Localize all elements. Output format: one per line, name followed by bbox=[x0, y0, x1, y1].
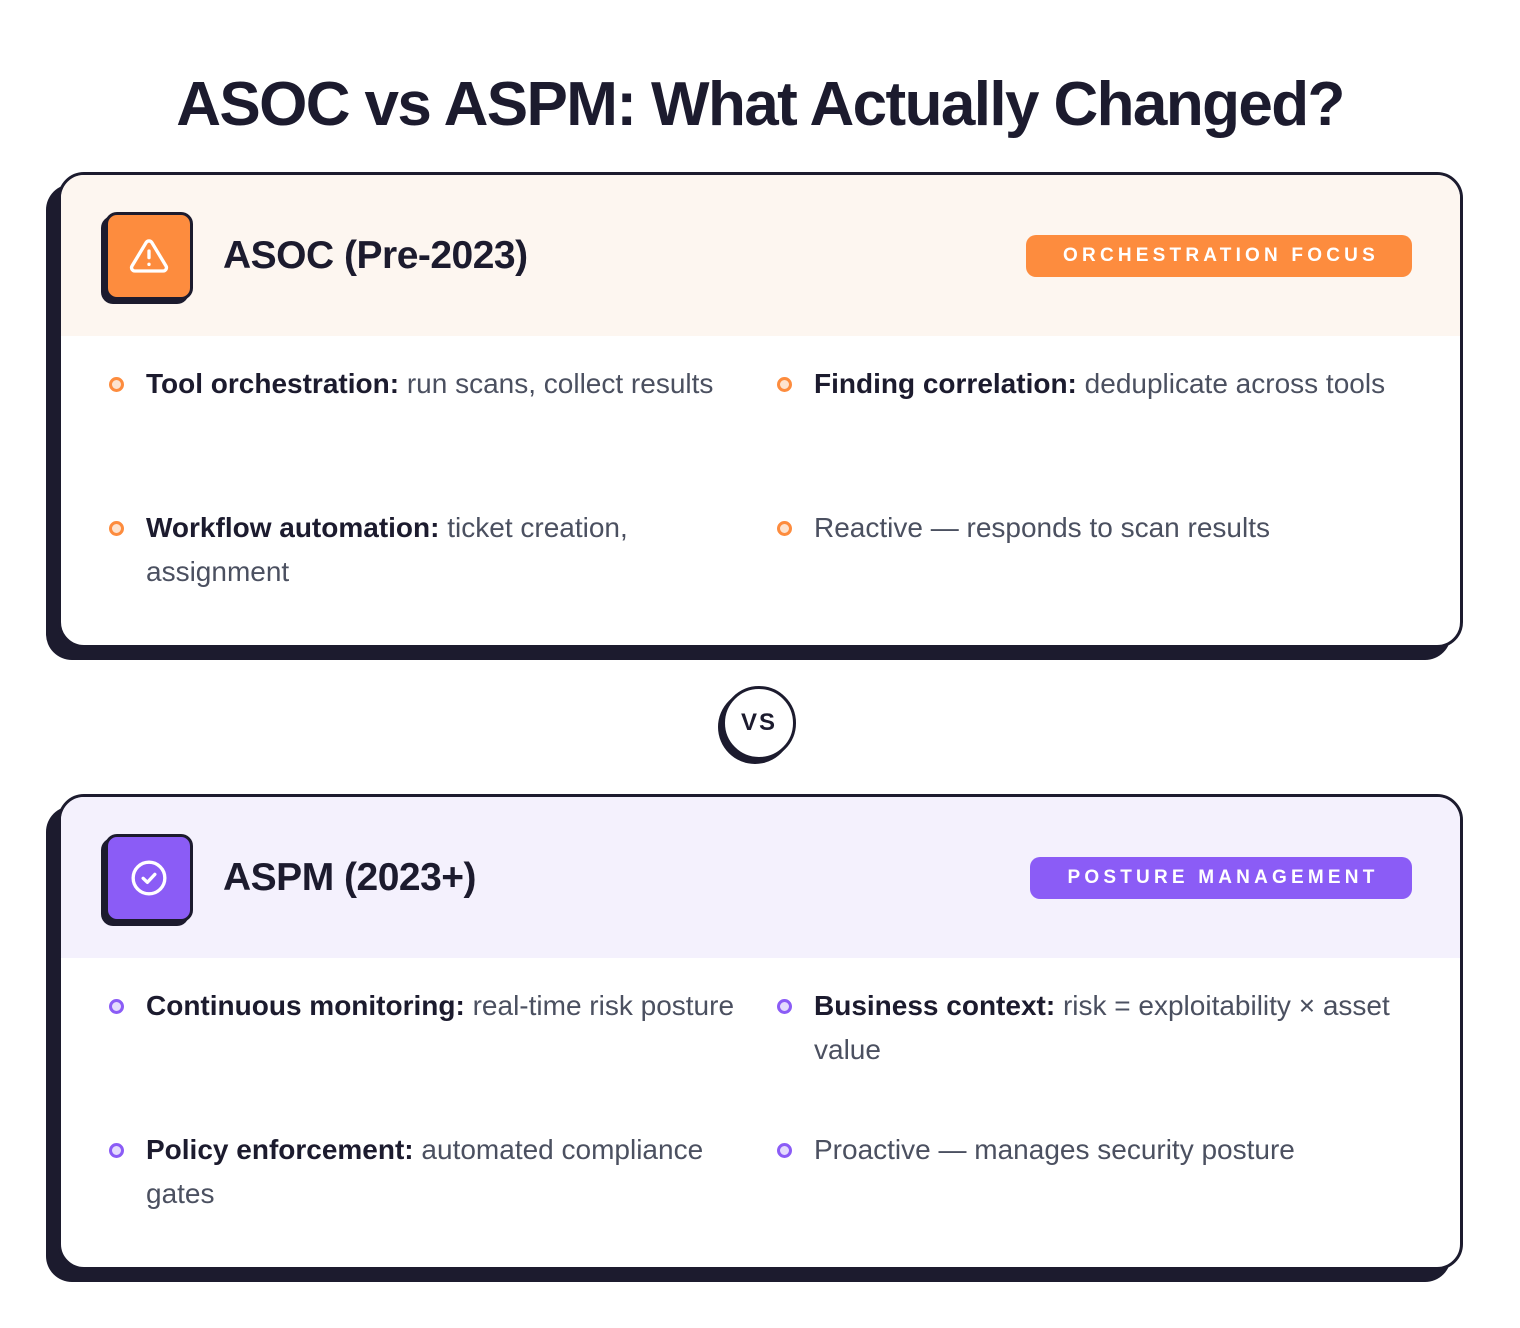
bullet-ring-icon bbox=[777, 377, 792, 392]
bullet-ring-icon bbox=[777, 1143, 792, 1158]
item-text: Proactive — manages security posture bbox=[814, 1134, 1295, 1165]
bullet-ring-icon bbox=[109, 1143, 124, 1158]
list-item: Tool orchestration: run scans, collect r… bbox=[107, 362, 775, 506]
asoc-card: ASOC (Pre-2023) ORCHESTRATION FOCUS Tool… bbox=[58, 172, 1463, 648]
item-label: Continuous monitoring: bbox=[146, 990, 465, 1021]
bullet-ring-icon bbox=[109, 377, 124, 392]
item-text: deduplicate across tools bbox=[1076, 368, 1386, 399]
bullet-ring-icon bbox=[109, 521, 124, 536]
list-item: Finding correlation: deduplicate across … bbox=[775, 362, 1415, 506]
item-label: Workflow automation: bbox=[146, 512, 440, 543]
aspm-card-title: ASPM (2023+) bbox=[223, 855, 477, 899]
item-text: run scans, collect results bbox=[399, 368, 714, 399]
list-item: Reactive — responds to scan results bbox=[775, 506, 1415, 645]
item-text: automated compliance gates bbox=[146, 1134, 704, 1209]
item-label: Policy enforcement: bbox=[146, 1134, 414, 1165]
bullet-ring-icon bbox=[777, 999, 792, 1014]
page-title: ASOC vs ASPM: What Actually Changed? bbox=[176, 70, 1345, 139]
item-text: Reactive — responds to scan results bbox=[814, 512, 1270, 543]
bullet-ring-icon bbox=[777, 521, 792, 536]
aspm-badge: POSTURE MANAGEMENT bbox=[1030, 856, 1412, 899]
aspm-card-header: ASPM (2023+) POSTURE MANAGEMENT bbox=[61, 797, 1460, 958]
list-item: Continuous monitoring: real-time risk po… bbox=[107, 984, 775, 1128]
item-text: risk = exploitability × asset value bbox=[814, 990, 1390, 1065]
warning-triangle-icon bbox=[105, 211, 193, 300]
item-text: ticket creation, assignment bbox=[146, 512, 628, 587]
list-item: Workflow automation: ticket creation, as… bbox=[107, 506, 775, 645]
list-item: Proactive — manages security posture bbox=[775, 1128, 1415, 1267]
check-circle-icon bbox=[105, 833, 193, 922]
item-label: Tool orchestration: bbox=[146, 368, 400, 399]
item-text: real-time risk posture bbox=[464, 990, 735, 1021]
list-item: Business context: risk = exploitability … bbox=[775, 984, 1415, 1128]
asoc-badge: ORCHESTRATION FOCUS bbox=[1026, 234, 1412, 277]
vs-badge: VS bbox=[722, 686, 796, 760]
bullet-ring-icon bbox=[109, 999, 124, 1014]
item-label: Business context: bbox=[814, 990, 1056, 1021]
aspm-card: ASPM (2023+) POSTURE MANAGEMENT Continuo… bbox=[58, 794, 1463, 1270]
list-item: Policy enforcement: automated compliance… bbox=[107, 1128, 775, 1267]
asoc-card-title: ASOC (Pre-2023) bbox=[223, 233, 528, 277]
asoc-feature-list: Tool orchestration: run scans, collect r… bbox=[61, 336, 1460, 645]
item-label: Finding correlation: bbox=[814, 368, 1077, 399]
asoc-card-header: ASOC (Pre-2023) ORCHESTRATION FOCUS bbox=[61, 175, 1460, 336]
aspm-feature-list: Continuous monitoring: real-time risk po… bbox=[61, 958, 1460, 1267]
